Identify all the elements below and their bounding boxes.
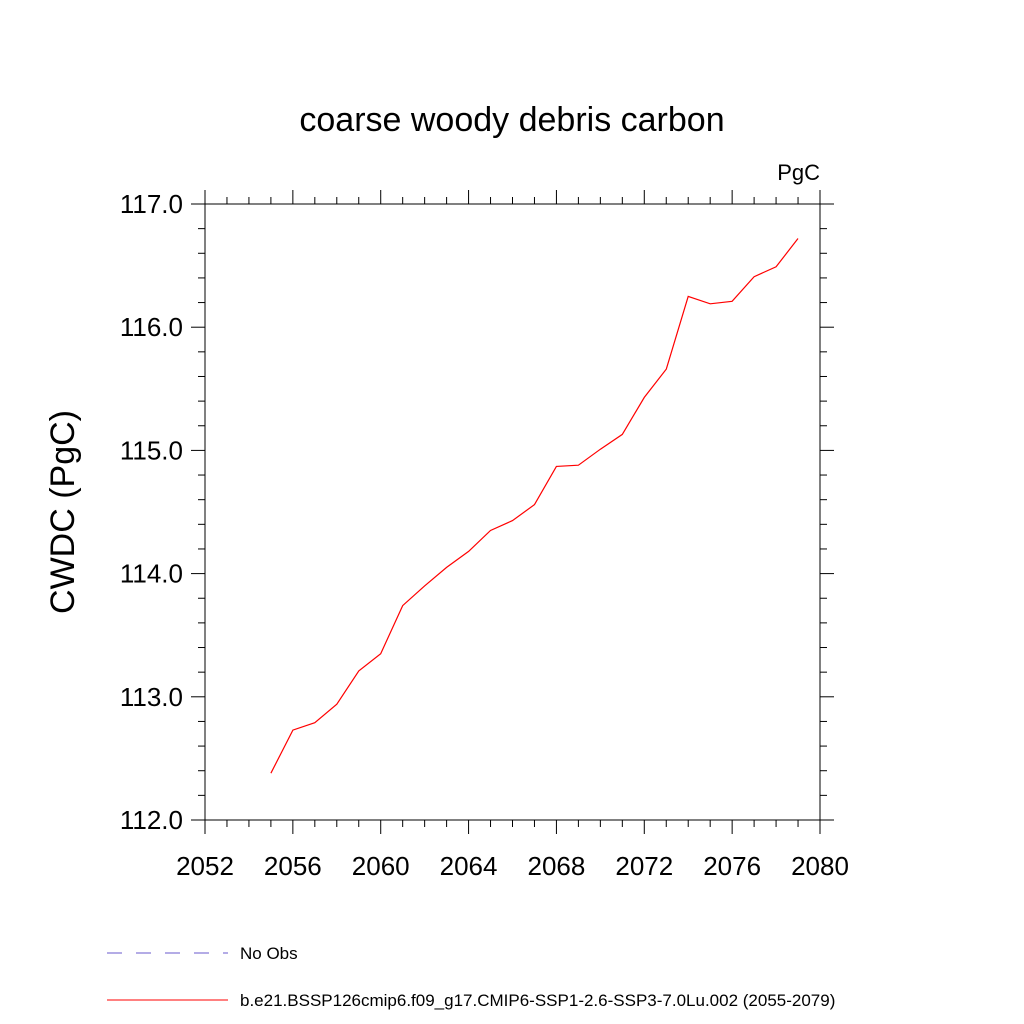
y-tick-label: 117.0 (120, 189, 183, 219)
data-point (533, 503, 536, 506)
data-point (731, 300, 734, 303)
data-point (709, 302, 712, 305)
data-point (291, 729, 294, 732)
data-point (511, 519, 514, 522)
x-tick-label: 2052 (176, 851, 234, 881)
chart-title: coarse woody debris carbon (299, 101, 724, 139)
series-layer (269, 237, 800, 775)
y-tick-label: 116.0 (120, 312, 183, 342)
data-point (467, 550, 470, 553)
data-point (401, 604, 404, 607)
data-point (665, 368, 668, 371)
data-point (643, 396, 646, 399)
x-tick-label: 2064 (440, 851, 498, 881)
x-tick-label: 2080 (791, 851, 849, 881)
data-point (599, 448, 602, 451)
x-tick-label: 2076 (703, 851, 761, 881)
data-point (577, 464, 580, 467)
data-point (445, 566, 448, 569)
data-point (379, 652, 382, 655)
data-point (313, 721, 316, 724)
legend: No Obs b.e21.BSSP126cmip6.f09_g17.CMIP6-S… (107, 944, 835, 1010)
data-point (357, 669, 360, 672)
data-point (269, 772, 272, 775)
y-axis-label: CWDC (PgC) (44, 410, 82, 614)
y-tick-label: 115.0 (120, 435, 183, 465)
x-tick-label: 2056 (264, 851, 322, 881)
y-tick-label: 113.0 (120, 682, 183, 712)
y-tick-label: 112.0 (120, 805, 183, 835)
plot-frame (204, 203, 821, 821)
data-point (775, 265, 778, 268)
legend-label: No Obs (240, 944, 298, 963)
legend-label: b.e21.BSSP126cmip6.f09_g17.CMIP6-SSP1-2.… (240, 991, 835, 1010)
axis-ticks: 2052 2056 2060 2064 2068 2072 2076 2080 112.0 113… (120, 189, 849, 881)
data-point (423, 584, 426, 587)
data-point (753, 275, 756, 278)
data-point (797, 237, 800, 240)
x-tick-label: 2072 (615, 851, 673, 881)
data-point (555, 465, 558, 468)
data-point (687, 295, 690, 298)
x-tick-label: 2068 (528, 851, 586, 881)
data-point (335, 703, 338, 706)
units-label: PgC (777, 160, 820, 185)
data-point (621, 433, 624, 436)
y-tick-label: 114.0 (120, 559, 183, 589)
data-point (489, 529, 492, 532)
x-tick-label: 2060 (352, 851, 410, 881)
series-line (270, 238, 799, 774)
